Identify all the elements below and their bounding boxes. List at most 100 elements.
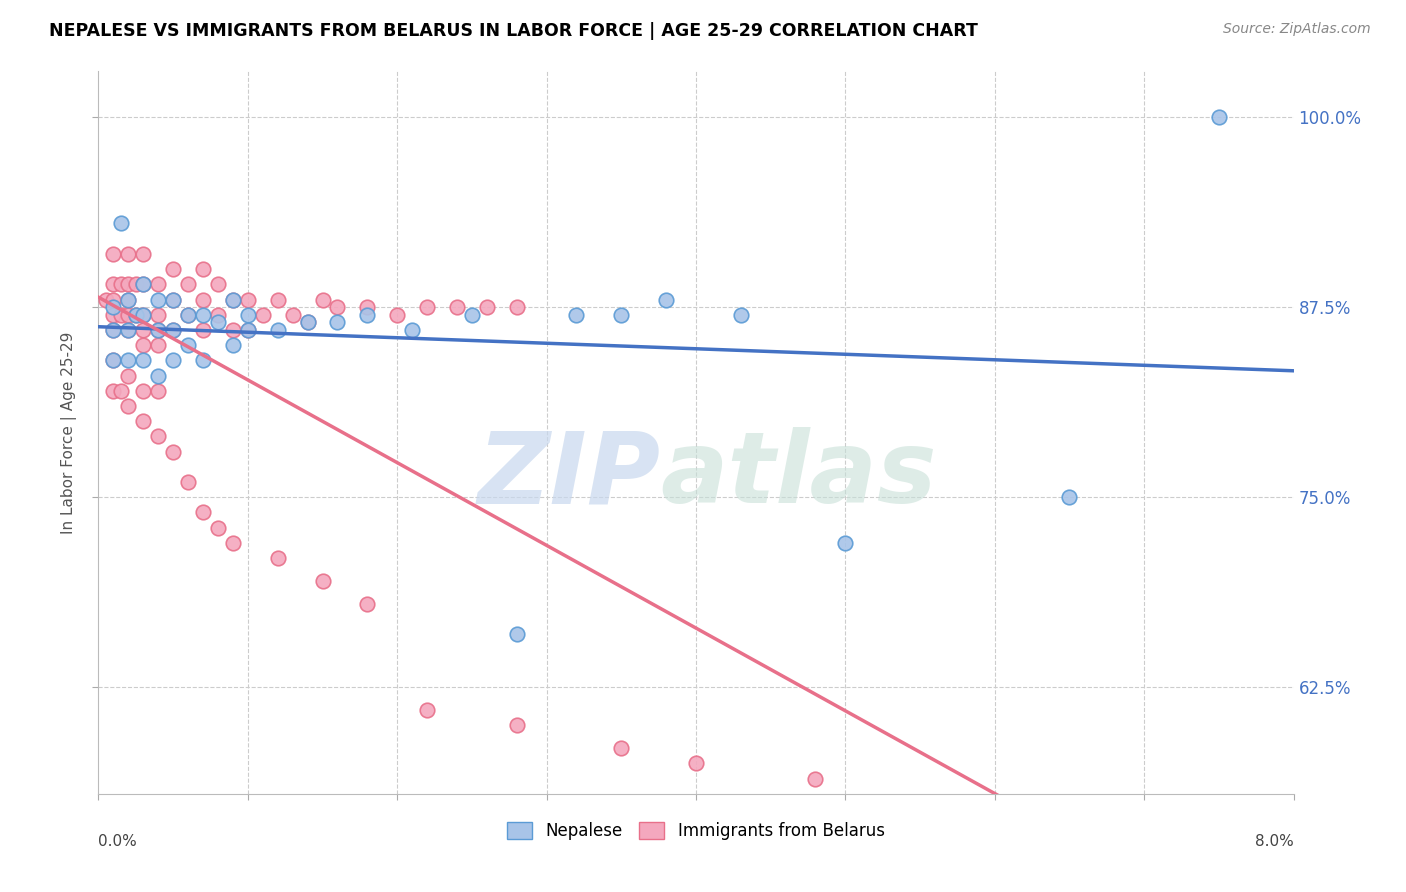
Point xyxy=(730,308,752,322)
Point xyxy=(110,217,132,231)
Point xyxy=(685,756,707,771)
Point xyxy=(297,315,319,329)
Point xyxy=(236,323,259,337)
Point xyxy=(132,323,155,337)
Point xyxy=(207,315,229,329)
Point xyxy=(610,308,633,322)
Point xyxy=(148,293,170,307)
Point xyxy=(162,444,184,458)
Point xyxy=(162,323,184,337)
Point xyxy=(326,315,349,329)
Point xyxy=(148,384,170,398)
Point xyxy=(162,353,184,368)
Point xyxy=(177,308,200,322)
Point xyxy=(132,308,155,322)
Point xyxy=(267,551,290,566)
Point xyxy=(148,338,170,352)
Point xyxy=(222,323,245,337)
Point xyxy=(103,277,125,292)
Point xyxy=(356,300,378,314)
Point xyxy=(117,293,139,307)
Point xyxy=(177,475,200,489)
Point xyxy=(132,414,155,428)
Text: 8.0%: 8.0% xyxy=(1254,834,1294,848)
Point xyxy=(110,277,132,292)
Point xyxy=(117,323,139,337)
Point xyxy=(125,277,148,292)
Point xyxy=(132,277,155,292)
Point xyxy=(1208,110,1230,124)
Point xyxy=(148,308,170,322)
Point xyxy=(148,323,170,337)
Point xyxy=(475,300,498,314)
Point xyxy=(177,308,200,322)
Point xyxy=(281,308,304,322)
Point xyxy=(162,323,184,337)
Point xyxy=(236,308,259,322)
Point xyxy=(132,338,155,352)
Point xyxy=(356,597,378,611)
Point xyxy=(103,384,125,398)
Point xyxy=(132,308,155,322)
Point xyxy=(117,308,139,322)
Point xyxy=(162,293,184,307)
Point xyxy=(148,429,170,443)
Text: NEPALESE VS IMMIGRANTS FROM BELARUS IN LABOR FORCE | AGE 25-29 CORRELATION CHART: NEPALESE VS IMMIGRANTS FROM BELARUS IN L… xyxy=(49,22,979,40)
Legend: Nepalese, Immigrants from Belarus: Nepalese, Immigrants from Belarus xyxy=(501,815,891,847)
Point xyxy=(117,368,139,383)
Point xyxy=(655,293,678,307)
Point xyxy=(191,308,214,322)
Point xyxy=(132,353,155,368)
Point xyxy=(103,353,125,368)
Point xyxy=(222,536,245,550)
Point xyxy=(385,308,409,322)
Point xyxy=(103,300,125,314)
Point xyxy=(125,308,148,322)
Point xyxy=(236,323,259,337)
Point xyxy=(125,308,148,322)
Y-axis label: In Labor Force | Age 25-29: In Labor Force | Age 25-29 xyxy=(60,332,77,533)
Point xyxy=(177,277,200,292)
Point xyxy=(311,574,333,588)
Text: Source: ZipAtlas.com: Source: ZipAtlas.com xyxy=(1223,22,1371,37)
Point xyxy=(1059,490,1081,504)
Point xyxy=(103,323,125,337)
Point xyxy=(191,323,214,337)
Point xyxy=(162,293,184,307)
Point xyxy=(117,247,139,261)
Point xyxy=(132,384,155,398)
Point xyxy=(162,262,184,277)
Point xyxy=(252,308,274,322)
Point xyxy=(103,323,125,337)
Text: atlas: atlas xyxy=(661,427,936,524)
Point xyxy=(191,293,214,307)
Point xyxy=(446,300,468,314)
Text: 0.0%: 0.0% xyxy=(98,834,138,848)
Point xyxy=(191,353,214,368)
Point xyxy=(834,536,856,550)
Point xyxy=(416,300,439,314)
Point xyxy=(401,323,423,337)
Point xyxy=(416,703,439,717)
Point xyxy=(191,506,214,520)
Point xyxy=(132,247,155,261)
Point xyxy=(506,300,529,314)
Point xyxy=(103,247,125,261)
Point xyxy=(117,323,139,337)
Point xyxy=(103,353,125,368)
Point xyxy=(191,262,214,277)
Point xyxy=(103,308,125,322)
Point xyxy=(222,293,245,307)
Point xyxy=(177,338,200,352)
Point xyxy=(804,772,827,786)
Point xyxy=(610,741,633,756)
Point xyxy=(117,277,139,292)
Point xyxy=(94,293,117,307)
Point xyxy=(207,308,229,322)
Point xyxy=(506,627,529,641)
Point xyxy=(110,384,132,398)
Point xyxy=(132,277,155,292)
Point xyxy=(117,353,139,368)
Point xyxy=(222,338,245,352)
Point xyxy=(297,315,319,329)
